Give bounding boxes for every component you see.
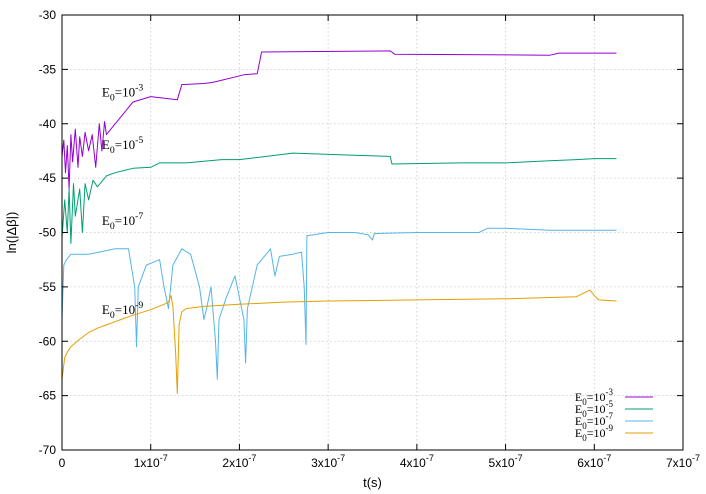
y-tick-label: -65: [39, 389, 57, 403]
series-annotations: E0=10-3E0=10-5E0=10-7E0=10-9: [102, 83, 143, 322]
x-tick-label: 2x10-7: [222, 453, 256, 470]
y-tick-label: -70: [39, 443, 57, 457]
x-tick-label: 6x10-7: [577, 453, 611, 470]
y-tick-label: -30: [39, 8, 57, 22]
x-axis-label: t(s): [363, 475, 382, 490]
legend: E0=10-3E0=10-5E0=10-7E0=10-9: [575, 387, 653, 443]
x-tick-exponent: -7: [603, 453, 611, 463]
y-tick-label: -35: [39, 62, 57, 76]
x-tick-exponent: -7: [426, 453, 434, 463]
x-tick-label: 4x10-7: [400, 453, 434, 470]
y-axis-label: ln(|Δβ|): [4, 212, 19, 254]
grid: [62, 15, 683, 450]
x-tick-exponent: -7: [160, 453, 168, 463]
series-line: [61, 152, 617, 244]
x-tick-exponent: -7: [515, 453, 523, 463]
x-tick-label: 5x10-7: [489, 453, 523, 470]
y-tick-label: -50: [39, 226, 57, 240]
series-lines: [61, 50, 617, 394]
y-tick-label: -55: [39, 280, 57, 294]
y-tick-label: -60: [39, 334, 57, 348]
x-tick-exponent: -7: [692, 453, 700, 463]
x-tick-exponent: -7: [337, 453, 345, 463]
series-line: [61, 227, 617, 380]
x-tick-label: 3x10-7: [311, 453, 345, 470]
x-tick-label: 7x10-7: [666, 453, 700, 470]
series-annotation: E0=10-7: [102, 211, 143, 232]
series-line: [61, 289, 617, 394]
x-tick-label: 0: [59, 456, 66, 470]
y-tick-label: -40: [39, 117, 57, 131]
series-annotation: E0=10-5: [102, 135, 143, 156]
y-tick-label: -45: [39, 171, 57, 185]
x-tick-label: 1x10-7: [134, 453, 168, 470]
x-tick-exponent: -7: [248, 453, 256, 463]
series-line: [61, 50, 617, 190]
axis-ticks: -30 -35 -40 -45 -50 -55 -60 -65 -700 1x10-7 2x10-7…: [39, 8, 700, 470]
